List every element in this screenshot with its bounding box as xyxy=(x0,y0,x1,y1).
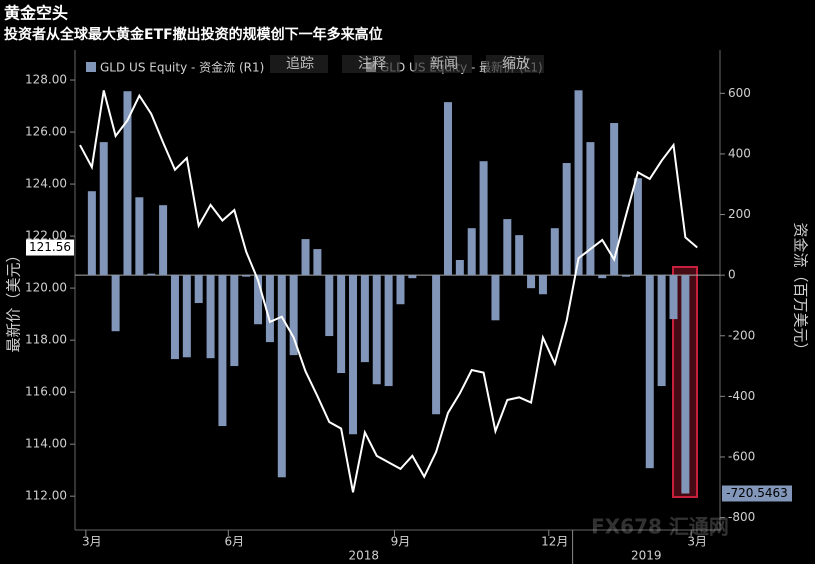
bar xyxy=(491,275,500,321)
chart-subtitle: 投资者从全球最大黄金ETF撤出投资的规模创下一年多来高位 xyxy=(4,26,383,43)
chart-title: 黄金空头 xyxy=(4,4,68,23)
year-label: 2018 xyxy=(349,549,380,563)
bar xyxy=(230,275,239,367)
bar xyxy=(586,142,595,276)
toolbar-label: 缩放 xyxy=(502,56,530,72)
toolbar-button xyxy=(342,55,400,73)
bar xyxy=(562,163,571,276)
bar xyxy=(503,219,512,276)
bar xyxy=(277,275,286,478)
y2-tick-label: 400 xyxy=(728,146,751,160)
legend-swatch xyxy=(86,62,96,72)
last-price-box xyxy=(26,239,74,256)
bar xyxy=(170,275,179,360)
bar xyxy=(111,275,120,332)
y2-tick-label: 200 xyxy=(728,207,751,221)
price-line xyxy=(79,90,698,493)
watermark: FX678 汇通网 xyxy=(591,515,729,539)
bar xyxy=(182,275,191,358)
bar xyxy=(681,275,690,494)
y2-tick-label: -600 xyxy=(728,449,755,463)
y-tick-label: 118.00 xyxy=(25,333,67,347)
bar xyxy=(313,249,322,276)
bar xyxy=(574,90,583,276)
bar xyxy=(147,273,156,276)
y-tick-label: 128.00 xyxy=(25,73,67,87)
bar xyxy=(349,275,358,435)
bar xyxy=(598,275,607,279)
bar xyxy=(432,275,441,415)
bar xyxy=(408,275,417,279)
y2-axis-label: 资金流（百万美元） xyxy=(792,222,810,357)
bar xyxy=(254,275,263,325)
bar xyxy=(538,275,547,295)
bar xyxy=(265,275,274,343)
bar xyxy=(515,235,524,276)
x-tick-label: 3月 xyxy=(82,535,102,549)
bar xyxy=(527,275,536,289)
bar xyxy=(206,275,215,359)
bar xyxy=(99,142,108,276)
bar xyxy=(194,275,203,304)
y-tick-label: 114.00 xyxy=(25,437,67,451)
last-flow-label: -720.5463 xyxy=(726,486,788,500)
bar xyxy=(550,228,559,276)
y-tick-label: 124.00 xyxy=(25,177,67,191)
bar xyxy=(87,191,96,276)
bar xyxy=(467,228,476,276)
toolbar-button xyxy=(270,55,328,73)
bar xyxy=(135,197,144,276)
bar xyxy=(372,275,381,385)
x-tick-label: 9月 xyxy=(391,535,411,549)
bar xyxy=(218,275,227,427)
toolbar-label: 追踪 xyxy=(286,56,314,72)
last-price-label: 121.56 xyxy=(29,240,71,254)
legend-label: GLD US Equity - 资金流 (R1) xyxy=(100,60,264,75)
toolbar-button xyxy=(414,55,472,73)
y2-tick-label: -800 xyxy=(728,510,755,524)
bar xyxy=(301,239,310,276)
bar xyxy=(360,275,369,363)
y2-tick-label: 600 xyxy=(728,86,751,100)
x-tick-label: 12月 xyxy=(541,535,568,549)
last-flow-box xyxy=(722,485,792,502)
toolbar-button xyxy=(486,55,544,73)
toolbar-label: 注释 xyxy=(358,56,386,72)
bar xyxy=(657,275,666,387)
y-tick-label: 116.00 xyxy=(25,385,67,399)
bar xyxy=(610,123,619,276)
toolbar-label: 新闻 xyxy=(430,56,458,72)
x-tick-label: 6月 xyxy=(224,535,244,549)
bar xyxy=(384,275,393,387)
bar xyxy=(325,275,334,337)
bar xyxy=(633,178,642,276)
bar xyxy=(645,275,654,469)
bar xyxy=(455,260,464,276)
bar xyxy=(337,275,346,374)
bar xyxy=(396,275,405,305)
bar xyxy=(289,275,298,356)
bar xyxy=(479,161,488,276)
y2-tick-label: -200 xyxy=(728,328,755,342)
y-tick-label: 122.00 xyxy=(25,229,67,243)
y2-tick-label: 0 xyxy=(728,268,736,282)
bar xyxy=(622,275,631,277)
y-axis-label: 最新价（美元） xyxy=(5,247,23,352)
bar xyxy=(242,275,251,277)
bar xyxy=(443,102,452,276)
bar xyxy=(159,205,168,276)
x-tick-label: 3月 xyxy=(687,535,707,549)
y-tick-label: 112.00 xyxy=(25,489,67,503)
year-label: 2019 xyxy=(631,549,662,563)
bar xyxy=(669,275,678,320)
y2-tick-label: -400 xyxy=(728,389,755,403)
y-tick-label: 120.00 xyxy=(25,281,67,295)
y-tick-label: 126.00 xyxy=(25,125,67,139)
bar xyxy=(123,91,132,276)
